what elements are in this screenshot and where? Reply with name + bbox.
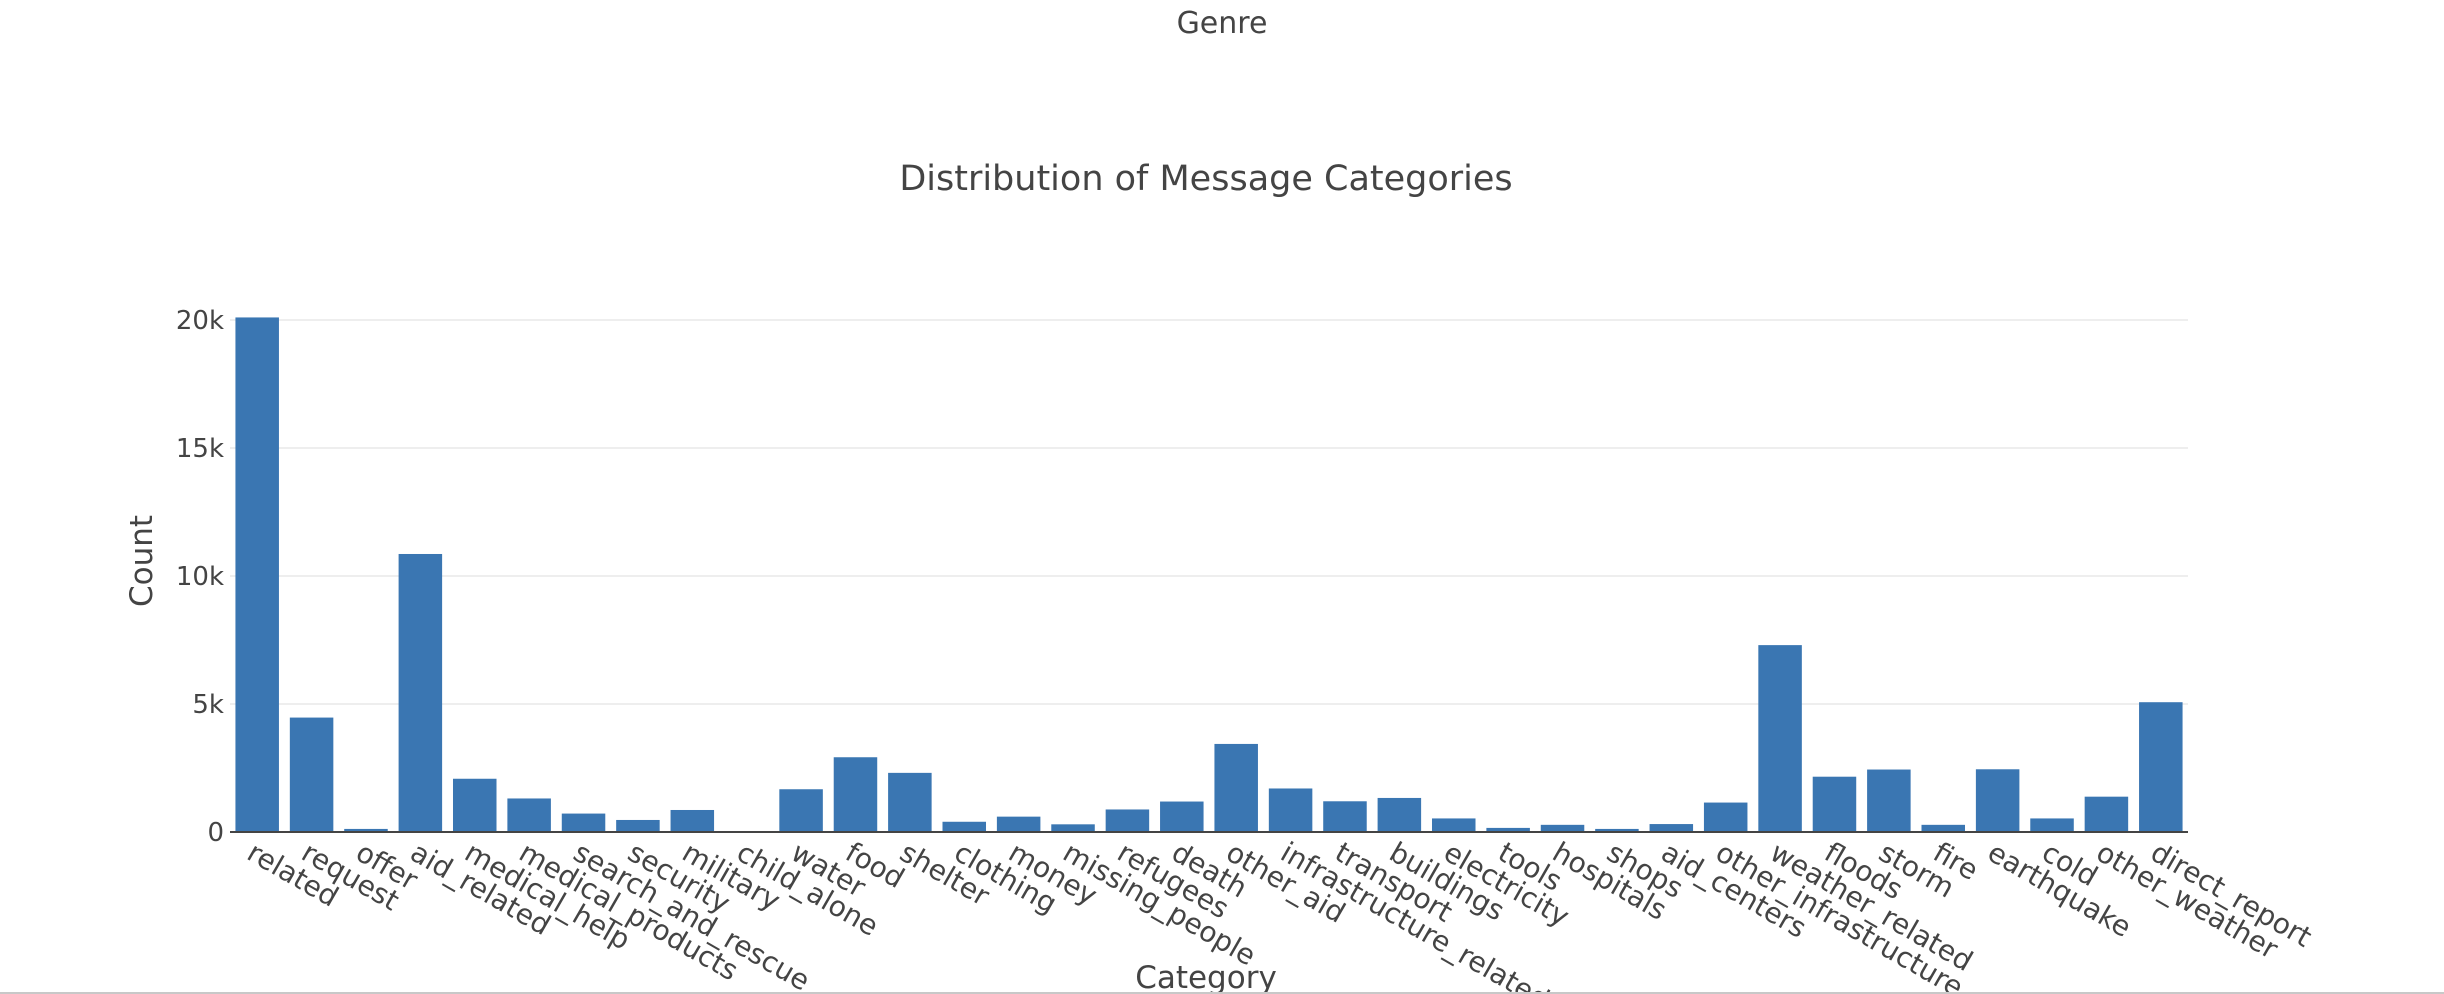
bar-tools[interactable] <box>1486 827 1530 832</box>
bar-infrastructure-related[interactable] <box>1268 788 1313 832</box>
x-axis-title: Category <box>1135 960 1277 994</box>
bar-related[interactable] <box>235 317 279 832</box>
bar-direct-report[interactable] <box>2139 702 2183 832</box>
bar-refugees[interactable] <box>1105 809 1150 832</box>
bar-money[interactable] <box>996 816 1041 832</box>
bar-floods[interactable] <box>1812 776 1857 832</box>
bar-request[interactable] <box>289 717 334 832</box>
bar-earthquake[interactable] <box>1975 769 2020 832</box>
bar-water[interactable] <box>779 789 823 832</box>
bar-aid-centers[interactable] <box>1649 824 1694 832</box>
y-tick-label: 10k <box>176 562 224 592</box>
bar-medical-help[interactable] <box>452 778 497 832</box>
bar-other-weather[interactable] <box>2084 796 2129 832</box>
bar-other-aid[interactable] <box>1214 743 1258 832</box>
bottom-divider <box>0 992 2444 994</box>
y-tick-label: 15k <box>176 434 224 464</box>
bar-search-and-rescue[interactable] <box>561 813 606 832</box>
bar-shops[interactable] <box>1595 828 1639 832</box>
bar-missing-people[interactable] <box>1051 824 1095 832</box>
y-tick-label: 5k <box>192 690 224 720</box>
gridlines <box>230 319 2188 705</box>
bar-weather-related[interactable] <box>1758 645 1802 832</box>
y-tick-label: 0 <box>207 818 224 848</box>
bar-storm[interactable] <box>1867 769 1911 832</box>
x-axis-ticks: relatedrequestofferaid_relatedmedical_he… <box>242 835 2318 994</box>
y-tick-label: 20k <box>176 306 224 336</box>
bar-death[interactable] <box>1160 801 1204 832</box>
bar-clothing[interactable] <box>942 821 987 832</box>
bar-military[interactable] <box>670 809 715 832</box>
bar-buildings[interactable] <box>1377 797 1422 832</box>
bar-hospitals[interactable] <box>1540 824 1585 832</box>
chart-title: Distribution of Message Categories <box>899 159 1512 199</box>
bar-medical-products[interactable] <box>507 798 551 832</box>
bars <box>235 317 2183 832</box>
bar-electricity[interactable] <box>1431 818 1476 832</box>
bar-shelter[interactable] <box>888 772 932 832</box>
bar-transport[interactable] <box>1323 801 1367 832</box>
y-axis-ticks: 0 5k 10k 15k 20k <box>176 306 224 848</box>
y-axis-title: Count <box>124 515 160 607</box>
bar-other-infrastructure[interactable] <box>1703 802 1748 832</box>
bar-food[interactable] <box>833 757 878 832</box>
bar-fire[interactable] <box>1921 824 1966 832</box>
bar-offer[interactable] <box>344 828 388 832</box>
bar-cold[interactable] <box>2030 818 2074 832</box>
bar-security[interactable] <box>616 819 660 832</box>
genre-heading: Genre <box>1176 6 1268 41</box>
bar-aid-related[interactable] <box>398 553 443 832</box>
